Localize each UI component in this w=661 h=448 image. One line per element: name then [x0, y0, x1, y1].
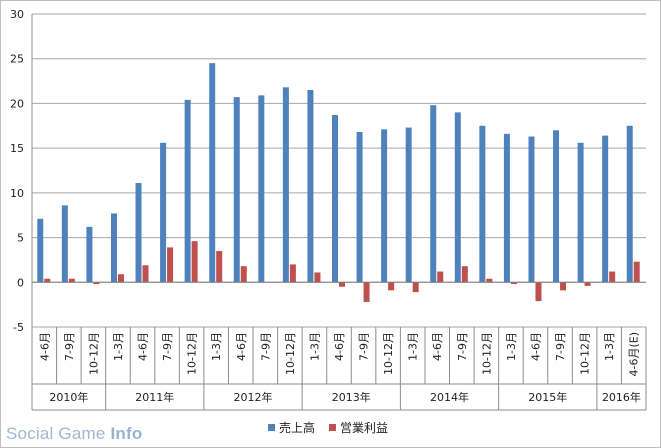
operating-profit-bar	[289, 264, 296, 283]
x-tick-label: 10-12月	[480, 332, 493, 375]
legend-swatch-sales	[268, 423, 275, 431]
operating-profit-bar	[93, 282, 100, 285]
operating-profit-bar	[240, 266, 247, 283]
sales-bar	[381, 129, 388, 283]
year-label: 2013年	[332, 390, 371, 404]
x-tick-label: 7-9月	[63, 332, 76, 361]
y-tick-label: -5	[13, 321, 24, 334]
legend: 売上高 営業利益	[268, 419, 402, 435]
x-tick-label: 1-3月	[112, 332, 125, 361]
operating-profit-bar	[388, 282, 395, 291]
sales-bar	[307, 90, 314, 283]
x-tick-label: 7-9月	[161, 332, 174, 361]
year-label: 2010年	[49, 390, 88, 404]
x-tick-label: 1-3月	[407, 332, 420, 361]
sales-bar	[356, 132, 363, 283]
operating-profit-bar	[437, 271, 444, 283]
operating-profit-bar	[339, 282, 345, 287]
sales-bar	[209, 63, 216, 283]
operating-profit-bar	[461, 266, 468, 283]
y-tick-label: 20	[10, 97, 24, 110]
operating-profit-bar	[167, 247, 174, 283]
x-tick-label: 10-12月	[87, 332, 100, 375]
y-tick-label: 0	[17, 276, 24, 289]
legend-label-sales: 売上高	[279, 420, 316, 435]
operating-profit-bar	[68, 278, 75, 283]
x-tick-label: 7-9月	[456, 332, 469, 361]
sales-bar	[332, 115, 338, 283]
operating-profit-bar	[486, 278, 493, 283]
sales-bar	[160, 142, 167, 283]
legend-item-operating-profit: 営業利益	[329, 419, 388, 436]
sales-bar	[110, 213, 117, 283]
x-tick-label: 10-12月	[186, 332, 199, 375]
x-tick-label: 4-6月	[333, 332, 346, 361]
operating-profit-bar	[412, 282, 419, 293]
x-tick-label: 4-6月	[38, 332, 51, 361]
sales-bar	[626, 125, 633, 283]
sales-bar	[528, 136, 535, 283]
sales-bar	[61, 205, 68, 283]
year-label: 2015年	[528, 390, 567, 404]
sales-bar	[37, 218, 44, 283]
sales-bar	[479, 125, 486, 283]
operating-profit-bar	[117, 274, 124, 283]
operating-profit-bar	[216, 250, 223, 283]
operating-profit-bar	[560, 282, 567, 291]
year-label: 2014年	[430, 390, 469, 404]
sales-bar	[184, 99, 191, 283]
y-tick-label: 10	[10, 187, 24, 200]
year-label: 2012年	[234, 390, 273, 404]
x-tick-label: 7-9月	[554, 332, 567, 361]
operating-profit-bar	[510, 282, 517, 285]
x-tick-label: 4-6月	[235, 332, 248, 361]
x-tick-label: 1-3月	[603, 332, 616, 361]
watermark-logo: Social Game Info	[6, 424, 143, 443]
x-tick-label: 4-6月(E)	[628, 332, 641, 377]
operating-profit-bar	[191, 241, 198, 283]
sales-bar	[553, 130, 560, 283]
sales-bar	[430, 105, 437, 283]
operating-profit-bar	[142, 265, 149, 283]
legend-label-operating-profit: 営業利益	[340, 420, 389, 435]
sales-bar	[258, 95, 265, 283]
legend-item-sales: 売上高	[268, 419, 315, 436]
x-tick-label: 7-9月	[358, 332, 371, 361]
sales-bar	[233, 97, 240, 283]
sales-bar	[405, 127, 412, 283]
operating-profit-bar	[363, 282, 370, 302]
x-tick-label: 10-12月	[579, 332, 592, 375]
x-tick-label: 4-6月	[529, 332, 542, 361]
sales-bar	[282, 87, 289, 283]
x-tick-label: 1-3月	[308, 332, 321, 361]
sales-bar	[503, 133, 510, 283]
x-tick-label: 4-6月	[137, 332, 150, 361]
sales-bar	[135, 183, 142, 283]
operating-profit-bar	[314, 272, 321, 283]
operating-profit-bar	[44, 278, 51, 283]
x-tick-label: 10-12月	[284, 332, 297, 375]
year-label: 2016年	[602, 390, 641, 404]
y-tick-label: 15	[10, 142, 24, 155]
x-tick-label: 4-6月	[431, 332, 444, 361]
year-label: 2011年	[135, 390, 174, 404]
sales-bar	[602, 135, 609, 283]
legend-swatch-operating-profit	[329, 423, 337, 431]
sales-bar	[86, 226, 93, 283]
sales-bar	[454, 112, 461, 283]
x-tick-label: 7-9月	[259, 332, 272, 361]
x-tick-label: 1-3月	[505, 332, 518, 361]
sales-bar	[577, 142, 584, 283]
y-tick-label: 25	[10, 53, 24, 66]
y-tick-label: 30	[10, 8, 24, 21]
operating-profit-bar	[584, 282, 591, 286]
y-tick-label: 5	[17, 232, 24, 245]
operating-profit-bar	[535, 282, 542, 302]
x-tick-label: 10-12月	[382, 332, 395, 375]
operating-profit-bar	[609, 271, 616, 283]
operating-profit-bar	[633, 261, 640, 283]
x-tick-label: 1-3月	[210, 332, 223, 361]
